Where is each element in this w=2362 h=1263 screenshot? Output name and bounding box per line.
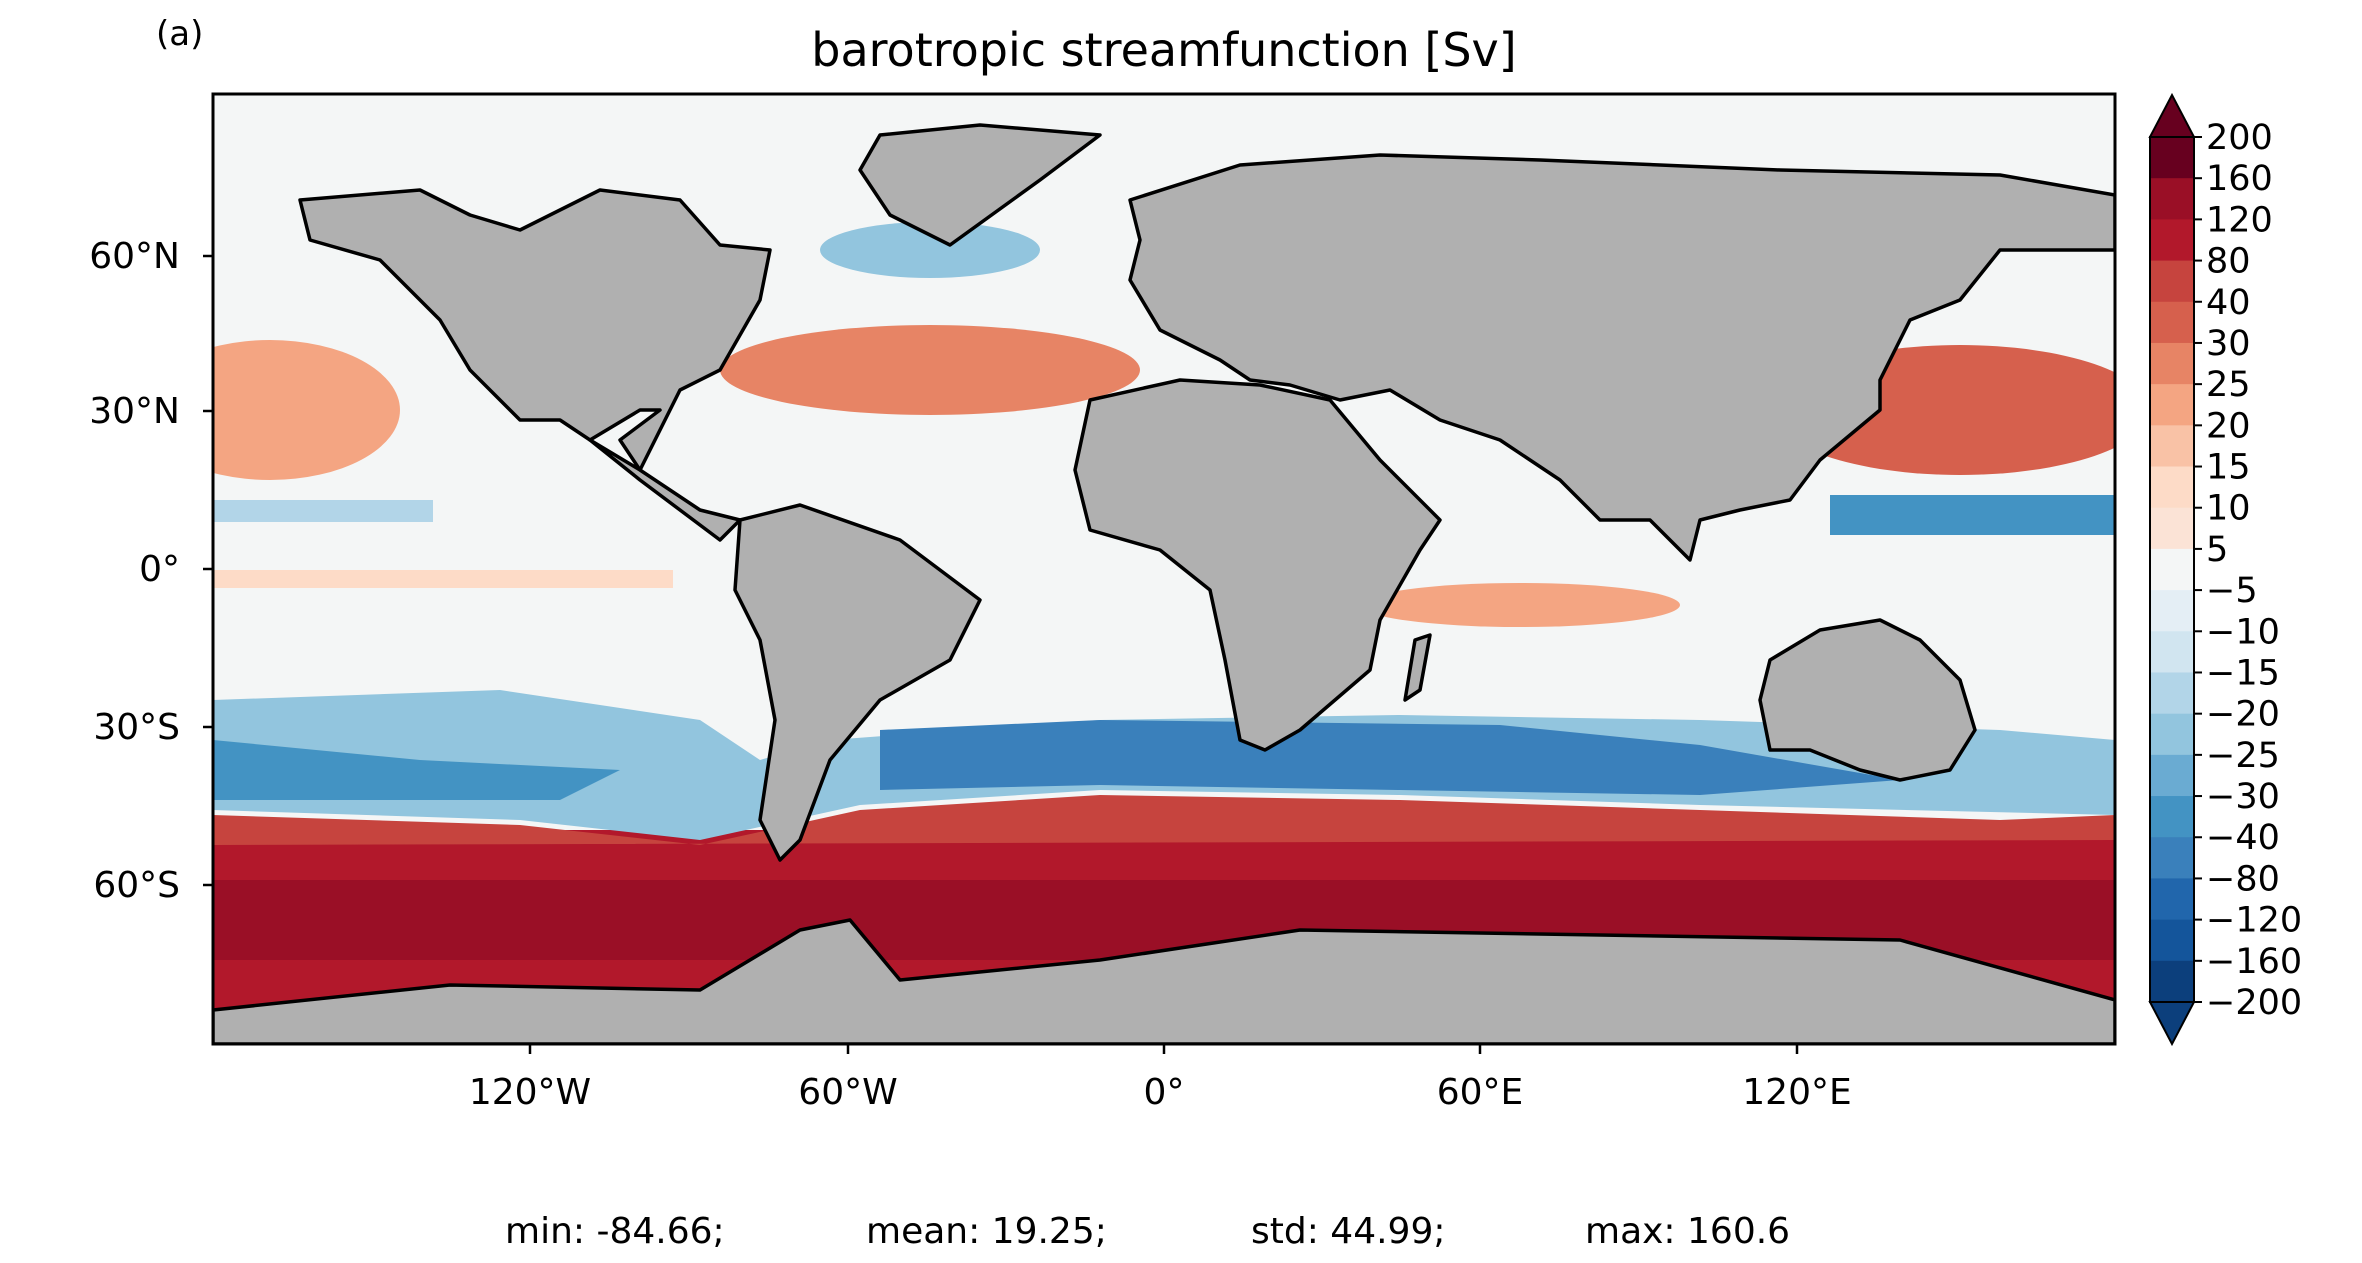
colorbar-segment [2150, 672, 2194, 715]
lon-tick-label: 60°E [1437, 1072, 1524, 1113]
pacific-tropical-negative [213, 500, 433, 522]
colorbar-extend-max [2148, 92, 2196, 138]
lat-tick-label: 30°S [93, 707, 180, 748]
colorbar-segment [2150, 260, 2194, 303]
colorbar-tick-label: 10 [2206, 489, 2251, 529]
colorbar-tick-label: 40 [2206, 283, 2251, 323]
colorbar-tick-label: 5 [2206, 530, 2228, 570]
colorbar-segment [2150, 548, 2194, 591]
colorbar-tick-label: 15 [2206, 448, 2251, 488]
colorbar-tick-label: −40 [2206, 818, 2280, 858]
colorbar-segment [2150, 837, 2194, 879]
colorbar-tick-label: −5 [2206, 571, 2258, 611]
colorbar-tick-label: 25 [2206, 365, 2251, 405]
stat-std: std: 44.99; [1251, 1211, 1445, 1252]
map-panel [213, 94, 2115, 1044]
indo-pacific-negative [1830, 495, 2115, 535]
stats-line: min: -84.66; mean: 19.25; std: 44.99; ma… [505, 1211, 1790, 1252]
colorbar-segment [2150, 754, 2194, 797]
antarctica [213, 918, 2115, 1044]
colorbar-tick-label: 120 [2206, 200, 2273, 240]
colorbar-segment [2150, 919, 2194, 962]
colorbar-segment [2150, 796, 2194, 838]
colorbar-segment [2150, 137, 2194, 179]
australia [1758, 618, 1977, 782]
lon-tick-label: 120°W [469, 1072, 591, 1113]
colorbar-segment [2150, 301, 2194, 344]
colorbar-tick-label: 20 [2206, 406, 2251, 446]
lon-tick-label: 0° [1144, 1072, 1185, 1113]
colorbar-tick-label: −15 [2206, 653, 2280, 693]
colorbar-tick-label: 200 [2206, 118, 2273, 158]
colorbar-segment [2150, 713, 2194, 756]
lat-tick-label: 60°S [93, 865, 180, 906]
colorbar-tick-label: −80 [2206, 859, 2280, 899]
central-america [588, 438, 742, 542]
south-america [733, 503, 982, 862]
colorbar-segment [2150, 507, 2194, 550]
south-pacific-core [213, 740, 620, 800]
colorbar: 200160120804030252015105−5−10−15−20−25−3… [2148, 92, 2302, 1047]
colorbar-tick-label: −200 [2206, 983, 2302, 1023]
colorbar-tick-label: −20 [2206, 695, 2280, 735]
lat-tick-label: 60°N [89, 236, 180, 277]
colorbar-tick-label: 80 [2206, 242, 2251, 282]
colorbar-tick-label: −10 [2206, 612, 2280, 652]
map-title: barotropic streamfunction [Sv] [811, 23, 1516, 77]
stat-max: max: 160.6 [1585, 1211, 1790, 1252]
colorbar-tick-label: −25 [2206, 736, 2280, 776]
colorbar-tick-label: 30 [2206, 324, 2251, 364]
lat-tick-label: 30°N [89, 391, 180, 432]
colorbar-segment [2150, 960, 2194, 1003]
colorbar-tick-label: −160 [2206, 942, 2302, 982]
north-pacific-gyre-east [213, 340, 400, 480]
colorbar-segment [2150, 425, 2194, 468]
colorbar-tick-label: −30 [2206, 777, 2280, 817]
madagascar [1403, 633, 1432, 702]
indian-positive [1360, 583, 1680, 627]
colorbar-segment [2150, 466, 2194, 509]
greenland [858, 123, 1102, 247]
colorbar-segment [2150, 178, 2194, 220]
lat-tick-label: 0° [139, 549, 180, 590]
colorbar-segment [2150, 878, 2194, 921]
equatorial-positive [213, 570, 673, 588]
subpolar-atlantic [820, 222, 1040, 278]
colorbar-segment [2150, 631, 2194, 673]
land-masses [213, 123, 2115, 1044]
colorbar-tick-label: −120 [2206, 901, 2302, 941]
latitude-axis: 60°N 30°N 0° 30°S 60°S [89, 236, 213, 906]
panel-label: (a) [156, 14, 203, 54]
longitude-axis: 120°W 60°W 0° 60°E 120°E [469, 1044, 1852, 1113]
eurasia [1128, 153, 2115, 562]
acc-north-edge [213, 795, 2115, 845]
stat-min: min: -84.66; [505, 1211, 725, 1252]
south-indian-core [880, 720, 1900, 795]
colorbar-extend-min [2148, 1001, 2196, 1047]
colorbar-tick-label: 160 [2206, 159, 2273, 199]
north-atlantic-gyre [720, 325, 1140, 415]
colorbar-frame [2149, 136, 2195, 1003]
colorbar-segment [2150, 384, 2194, 426]
colorbar-segment [2150, 219, 2194, 262]
north-america [298, 188, 772, 472]
lon-tick-label: 120°E [1742, 1072, 1851, 1113]
lon-tick-label: 60°W [798, 1072, 897, 1113]
colorbar-segment [2150, 590, 2194, 632]
colorbar-segment [2150, 342, 2194, 385]
stat-mean: mean: 19.25; [866, 1211, 1107, 1252]
africa [1073, 378, 1442, 752]
